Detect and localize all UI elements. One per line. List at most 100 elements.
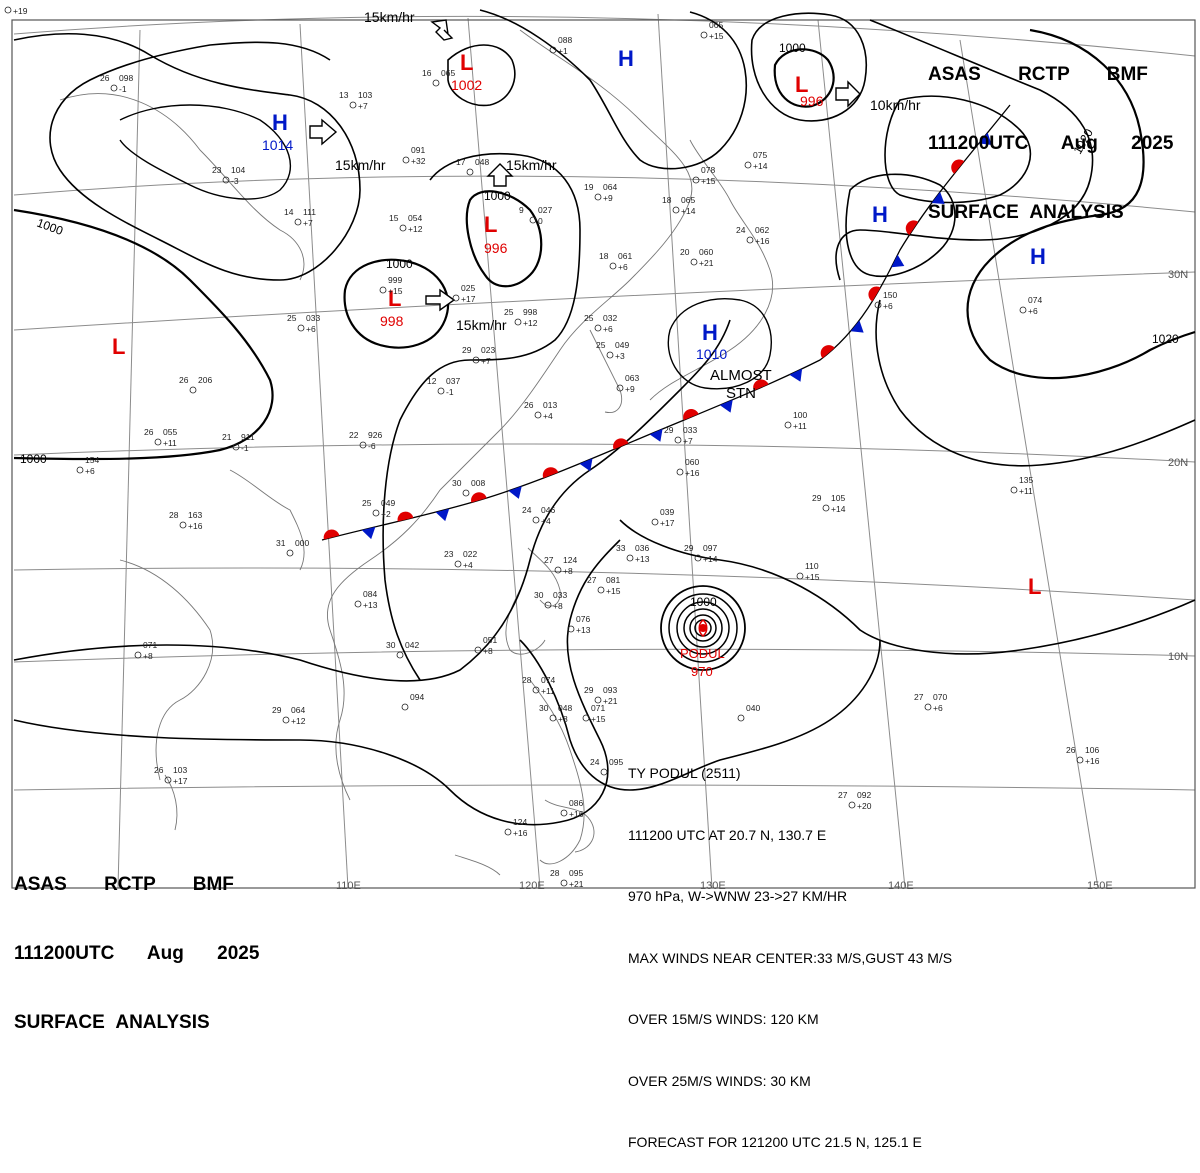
station-temperature: 29 [812,493,822,503]
station-plot: 29 033+7 [664,425,697,446]
coastline-india-south [164,774,178,831]
station-circle-icon [582,714,590,722]
station-pressure: 054 [408,213,422,223]
station-tendency: +17 [461,294,476,304]
bulletin-line-6: OVER 25M/S WINDS: 30 KM [628,1072,811,1089]
grid-latitude-15n [13,567,1196,601]
cold-front-triangle [850,320,864,333]
station-circle-icon [626,554,634,562]
coastline-mongolia [59,93,305,281]
station-tendency: -1 [446,387,454,397]
station-plot: 060+16 [676,457,700,478]
grid-latitude-10n [13,648,1196,663]
station-plot: 154+6 [76,455,99,476]
station-pressure: 206 [198,375,212,385]
station-tendency: +15 [591,714,606,724]
station-temperature: 26 [100,73,110,83]
station-temperature: 15 [389,213,399,223]
station-circle-icon [514,318,522,326]
station-plot: 28 095+21 [550,868,584,889]
station-plot: 150+6 [874,290,897,311]
grid-labels: 30N 20N 10N 110E 120E 130E 140E 150E [336,269,1188,892]
grid-latitude-5n [13,784,1196,791]
station-tendency: -1 [119,84,127,94]
station-circle-icon [676,468,684,476]
station-plot: 26 106+16 [1066,745,1100,766]
station-plot: 22 926-6 [349,430,382,451]
cold-front-triangle [579,458,593,472]
station-pressure: 075 [753,150,767,160]
bulletin-line-7: FORECAST FOR 121200 UTC 21.5 N, 125.1 E [628,1134,922,1150]
station-plot: 26 103+17 [154,765,188,786]
station-pressure: 095 [569,868,583,878]
station-plot: 135+11 [1010,475,1033,496]
center-l-996-letter: L [484,212,497,237]
station-circle-icon [532,686,540,694]
station-circle-icon [1076,756,1084,764]
station-tendency: +4 [463,560,473,570]
station-pressure: 911 [241,432,255,442]
typhoon-spiral-icon [698,619,708,637]
map-background [0,0,1200,919]
warm-front-semicircle [471,492,487,503]
center-l-998-letter: L [388,286,401,311]
motion-arrow-icon-l996-north [835,80,861,108]
warm-front-semicircle [951,159,965,174]
station-tendency: +8 [558,714,568,724]
station-pressure: 062 [755,225,769,235]
station-pressure: 065 [441,68,455,78]
warm-front-semicircle [753,379,769,391]
lon-label-110e: 110E [336,880,361,892]
station-circle-icon [154,438,162,446]
station-pressure: 076 [576,614,590,624]
center-h-north-letter: H [618,46,634,71]
station-tendency: +12 [408,224,423,234]
station-tendency: +15 [701,176,716,186]
coastline-mindanao [544,799,595,853]
station-tendency: +16 [513,828,528,838]
station-pressure: 998 [523,307,537,317]
station-circle-icon [690,258,698,266]
station-circle-icon [674,436,682,444]
station-circle-icon [924,703,932,711]
station-circle-icon [544,601,552,609]
center-l-998-motion: 15km/hr [456,317,507,333]
station-tendency: -1 [241,443,249,453]
station-pressure: 064 [291,705,305,715]
station-circle-icon [532,516,540,524]
stationary-front-symbols [323,132,992,540]
station-pressure: 065 [709,20,723,30]
grid-latitude-20n [13,443,1196,463]
station-temperature: 26 [154,765,164,775]
station-circle-icon [1019,306,1027,314]
station-plot: 29 064+12 [272,705,306,726]
station-pressure: 033 [553,590,567,600]
station-plot: 26 098-1 [100,73,133,94]
grid-latitude-35n [13,175,1196,213]
station-tendency: +6 [1028,306,1038,316]
center-h-pacific-letter: H [1030,244,1046,269]
station-tendency: +8 [483,646,493,656]
station-pressure: 093 [603,685,617,695]
station-tendency: +16 [755,236,770,246]
station-pressure: 091 [411,145,425,155]
isobar-south-china [13,319,731,682]
typhoon-isobar-5 [689,614,717,642]
station-circle-icon [432,79,440,87]
station-pressure: 008 [471,478,485,488]
station-pressure: 070 [933,692,947,702]
motion-arrow-icon-l1002 [430,19,454,41]
station-tendency: +16 [685,468,700,478]
station-tendency: +8 [563,566,573,576]
station-tendency: +16 [188,521,203,531]
warm-front-semicircle [397,511,414,522]
station-plot: 040 [737,703,760,722]
station-pressure: 000 [295,538,309,548]
station-tendency: +15 [805,572,820,582]
station-plot: 16 065 [422,68,455,87]
station-tendency: -3 [231,176,239,186]
station-plot: 025+17 [452,283,476,304]
station-temperature: 27 [838,790,848,800]
center-l-998-pressure: 998 [380,313,404,329]
isobar-low-996-north-inner [773,48,835,108]
